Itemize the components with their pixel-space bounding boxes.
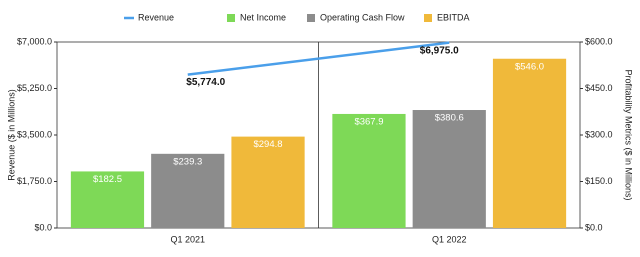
legend-label: Net Income [240, 12, 286, 22]
line-label: $5,774.0 [186, 77, 225, 88]
bar-label: $367.9 [354, 116, 383, 127]
legend-swatch [227, 14, 235, 22]
line-label: $6,975.0 [420, 45, 459, 56]
bar-label: $182.5 [93, 174, 122, 185]
y2-axis-title: Profitability Metrics ($ in Millions) [624, 69, 634, 200]
bar [70, 171, 145, 228]
legend-label: Operating Cash Flow [320, 12, 405, 22]
bar-label: $380.6 [435, 113, 464, 124]
legend-swatch [424, 14, 432, 22]
bar [151, 153, 225, 228]
y2-tick-label: $300.0 [585, 129, 613, 139]
line [187, 41, 450, 76]
legend-label: EBITDA [437, 12, 470, 22]
y2-tick-label: $450.0 [585, 83, 613, 93]
y-tick-label: $5,250.0 [17, 83, 52, 93]
y-tick-label: $7,000.0 [17, 36, 52, 46]
x-tick-label: Q1 2022 [432, 234, 467, 244]
bar [231, 136, 305, 228]
x-tick-label: Q1 2021 [170, 234, 205, 244]
bar [412, 110, 486, 228]
y-tick-label: $1,750.0 [17, 176, 52, 186]
bar-label: $546.0 [515, 61, 544, 72]
y2-tick-label: $600.0 [585, 36, 613, 46]
legend-label: Revenue [138, 12, 174, 22]
y-axis-title: Revenue ($ in Millions) [6, 89, 16, 181]
bar-label: $294.8 [253, 139, 282, 150]
y2-tick-label: $0.0 [585, 222, 603, 232]
y-tick-label: $0.0 [34, 222, 52, 232]
legend-swatch [307, 14, 315, 22]
bar-label: $239.3 [173, 156, 202, 167]
y-tick-label: $3,500.0 [17, 129, 52, 139]
bar [332, 113, 406, 228]
bar [492, 58, 567, 228]
y2-tick-label: $150.0 [585, 176, 613, 186]
